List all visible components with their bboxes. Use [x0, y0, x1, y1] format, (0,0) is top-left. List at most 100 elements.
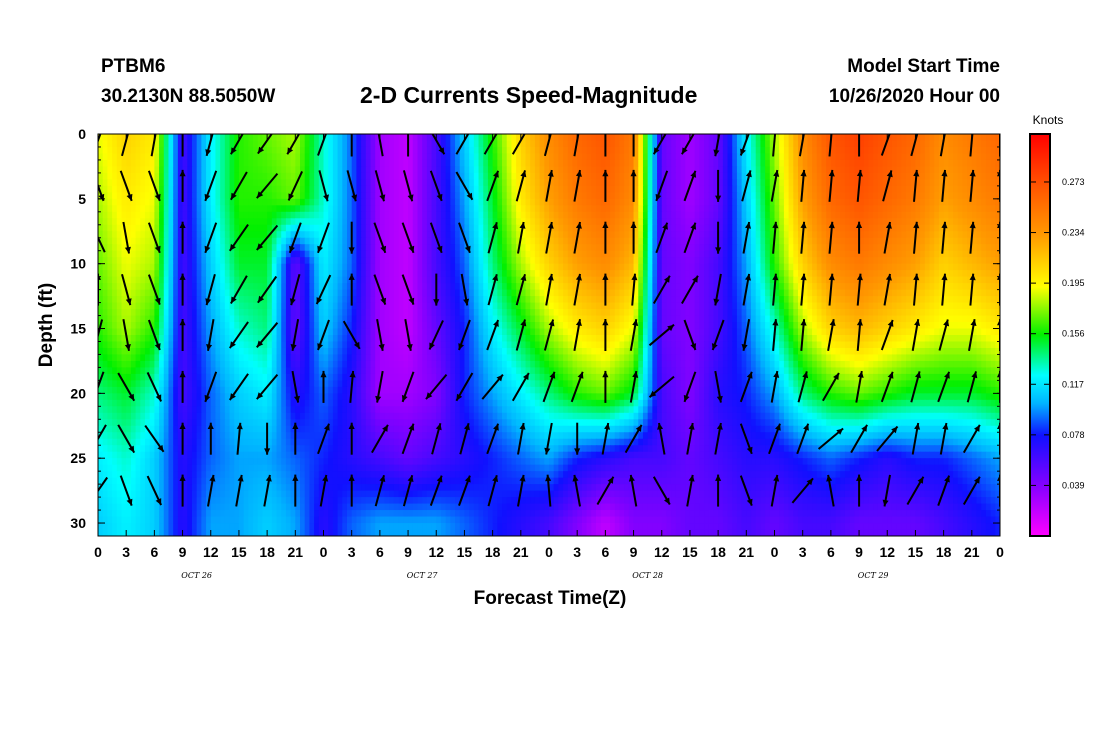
- heat-cell: [844, 192, 851, 200]
- heat-cell: [929, 166, 935, 174]
- heat-cell: [859, 166, 865, 174]
- heat-cell: [121, 192, 127, 200]
- heat-cell: [332, 179, 339, 187]
- heat-cell: [793, 211, 799, 219]
- heat-cell: [868, 140, 874, 148]
- heat-cell: [276, 211, 282, 219]
- heat-cell: [107, 263, 113, 271]
- heat-cell: [943, 283, 949, 291]
- heat-cell: [783, 263, 790, 271]
- heat-cell: [736, 231, 743, 239]
- heat-cell: [262, 244, 268, 252]
- heat-cell: [168, 185, 174, 193]
- heat-cell: [290, 231, 296, 239]
- heat-cell: [290, 283, 296, 291]
- heat-cell: [929, 250, 935, 258]
- heat-cell: [553, 218, 559, 226]
- heat-cell: [238, 218, 245, 226]
- heat-cell: [967, 231, 973, 239]
- heat-cell: [323, 166, 329, 174]
- heat-cell: [389, 276, 395, 284]
- heat-cell: [253, 205, 259, 213]
- heat-cell: [704, 153, 710, 161]
- heat-cell: [309, 218, 315, 226]
- heat-cell: [393, 289, 400, 297]
- heat-cell: [238, 185, 245, 193]
- heat-cell: [685, 192, 691, 200]
- heat-cell: [915, 224, 921, 232]
- heat-cell: [741, 263, 747, 271]
- heat-cell: [173, 146, 179, 155]
- heat-cell: [549, 270, 555, 278]
- heat-cell: [295, 218, 301, 226]
- heat-cell: [492, 257, 498, 265]
- heat-cell: [196, 263, 202, 271]
- heat-cell: [934, 283, 940, 291]
- heat-cell: [422, 224, 428, 232]
- heat-cell: [422, 140, 428, 148]
- heat-cell: [361, 140, 367, 148]
- heat-cell: [257, 263, 264, 271]
- heat-cell: [318, 257, 325, 265]
- heat-cell: [666, 153, 672, 161]
- heat-cell: [891, 244, 898, 252]
- heat-cell: [572, 166, 578, 174]
- heat-cell: [563, 140, 569, 148]
- heat-cell: [426, 166, 433, 174]
- heat-cell: [177, 218, 184, 226]
- heat-cell: [718, 263, 724, 271]
- heat-cell: [605, 153, 611, 161]
- heat-cell: [577, 185, 583, 193]
- heat-cell: [285, 185, 292, 193]
- heat-cell: [995, 205, 1000, 213]
- heat-cell: [248, 153, 254, 161]
- heat-cell: [783, 192, 790, 200]
- heat-cell: [713, 257, 719, 265]
- heat-cell: [985, 172, 992, 180]
- heat-cell: [295, 179, 301, 187]
- heat-cell: [647, 283, 653, 291]
- heat-cell: [675, 263, 682, 271]
- heat-cell: [807, 211, 813, 219]
- heat-cell: [797, 231, 804, 239]
- heat-cell: [506, 192, 513, 200]
- heat-cell: [210, 146, 217, 155]
- heat-cell: [154, 185, 160, 193]
- heat-cell: [628, 166, 635, 174]
- heat-cell: [469, 250, 475, 258]
- heat-cell: [915, 205, 921, 213]
- heat-cell: [746, 192, 752, 200]
- heat-cell: [121, 263, 127, 271]
- heat-cell: [732, 276, 738, 284]
- heat-cell: [422, 244, 428, 252]
- heat-cell: [431, 289, 437, 297]
- heat-cell: [995, 140, 1000, 148]
- heat-cell: [830, 263, 837, 271]
- heat-cell: [840, 231, 846, 239]
- heat-cell: [929, 263, 935, 271]
- heat-cell: [140, 159, 146, 168]
- heat-cell: [812, 211, 818, 219]
- heat-cell: [102, 257, 108, 265]
- heat-cell: [553, 276, 559, 284]
- heat-cell: [196, 192, 202, 200]
- heat-cell: [511, 140, 517, 148]
- heat-cell: [572, 179, 578, 187]
- heat-cell: [572, 134, 578, 142]
- heat-cell: [257, 257, 264, 265]
- heat-cell: [121, 250, 127, 258]
- heat-cell: [511, 257, 517, 265]
- heat-cell: [408, 231, 414, 239]
- heat-cell: [948, 218, 954, 226]
- heat-cell: [708, 179, 715, 187]
- heat-cell: [154, 224, 160, 232]
- heat-cell: [337, 289, 343, 297]
- heat-cell: [112, 159, 118, 168]
- heat-cell: [502, 153, 508, 161]
- heat-cell: [201, 205, 207, 213]
- heat-cell: [807, 192, 813, 200]
- heat-cell: [614, 289, 621, 297]
- heat-cell: [144, 231, 151, 239]
- heat-cell: [976, 146, 982, 155]
- heat-cell: [732, 146, 738, 155]
